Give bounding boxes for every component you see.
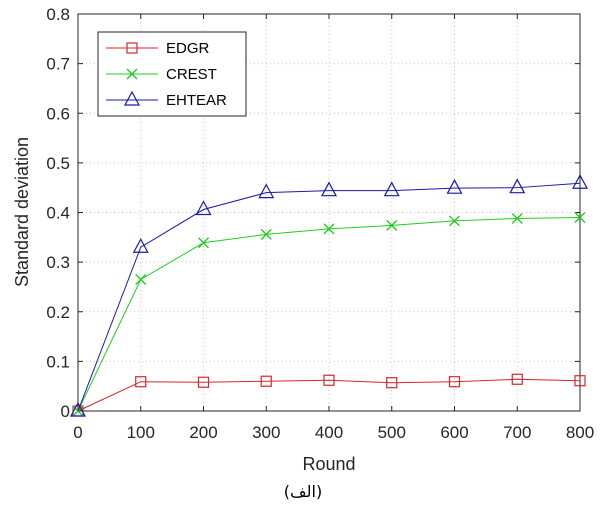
axis-ticks	[77, 13, 581, 412]
y-tick-label: 0.4	[46, 204, 70, 223]
data-point-ehtear	[195, 200, 212, 216]
legend: EDGR CREST EHTEAR	[97, 31, 247, 117]
x-tick-label: 700	[503, 423, 531, 442]
series-line-ehtear	[77, 182, 581, 412]
data-point-edgr	[323, 374, 335, 386]
x-tick-label: 300	[252, 423, 280, 442]
data-point-crest	[135, 273, 147, 285]
data-point-edgr	[197, 376, 210, 388]
data-point-edgr	[260, 375, 272, 387]
y-tick-label: 0	[61, 402, 70, 421]
legend-label-crest: CREST	[166, 66, 217, 83]
y-tick-label: 0.3	[46, 253, 70, 272]
y-tick-label: 0.8	[46, 5, 70, 24]
data-point-ehtear	[509, 178, 526, 194]
y-tick-label: 0.7	[46, 55, 70, 74]
series-line-edgr	[77, 378, 581, 412]
y-tick-label: 0.5	[46, 154, 70, 173]
data-point-ehtear	[320, 181, 338, 197]
legend-label-ehtear: EHTEAR	[166, 92, 227, 109]
data-point-crest	[386, 219, 398, 231]
legend-marker-edgr	[126, 42, 138, 54]
data-point-ehtear	[571, 173, 589, 189]
data-point-crest	[260, 228, 272, 240]
data-point-crest	[574, 211, 586, 223]
x-tick-label: 0	[73, 423, 82, 442]
y-tick-labels: 0 0.1 0.2 0.3 0.4 0.5 0.6 0.7 0.8	[46, 5, 70, 421]
x-tick-label: 800	[566, 423, 594, 442]
legend-label-edgr: EDGR	[166, 40, 210, 57]
x-tick-label: 600	[440, 423, 468, 442]
legend-marker-ehtear	[123, 90, 141, 106]
data-point-ehtear	[258, 183, 275, 199]
x-axis-label: Round	[302, 454, 355, 474]
x-tick-labels: 0 100 200 300 400 500 600 700 800	[73, 423, 594, 442]
data-point-edgr	[574, 375, 586, 387]
data-point-ehtear	[446, 178, 463, 194]
data-point-crest	[511, 212, 523, 224]
data-point-edgr	[135, 376, 147, 388]
x-tick-label: 200	[189, 423, 217, 442]
series-layer	[69, 173, 589, 417]
x-tick-label: 400	[315, 423, 343, 442]
x-tick-label: 100	[127, 423, 155, 442]
y-tick-label: 0.1	[46, 352, 70, 371]
data-point-crest	[323, 223, 335, 235]
series-crest	[72, 211, 586, 417]
data-point-edgr	[511, 373, 523, 385]
series-edgr	[72, 373, 586, 417]
y-axis-label: Standard deviation	[12, 137, 32, 287]
data-point-crest	[449, 215, 460, 227]
y-tick-label: 0.2	[46, 303, 70, 322]
data-point-edgr	[386, 377, 398, 389]
data-point-ehtear	[69, 401, 87, 417]
data-point-crest	[198, 237, 209, 249]
y-tick-label: 0.6	[46, 104, 70, 123]
figure-caption: (الف)	[283, 482, 323, 501]
data-point-ehtear	[383, 181, 400, 197]
chart: 0 100 200 300 400 500 600 700 800 00.10.20.30.40…	[12, 5, 594, 474]
legend-marker-crest	[126, 68, 138, 80]
data-point-edgr	[448, 376, 461, 388]
series-ehtear	[69, 173, 589, 417]
data-point-ehtear	[132, 237, 149, 253]
x-tick-label: 500	[378, 423, 406, 442]
